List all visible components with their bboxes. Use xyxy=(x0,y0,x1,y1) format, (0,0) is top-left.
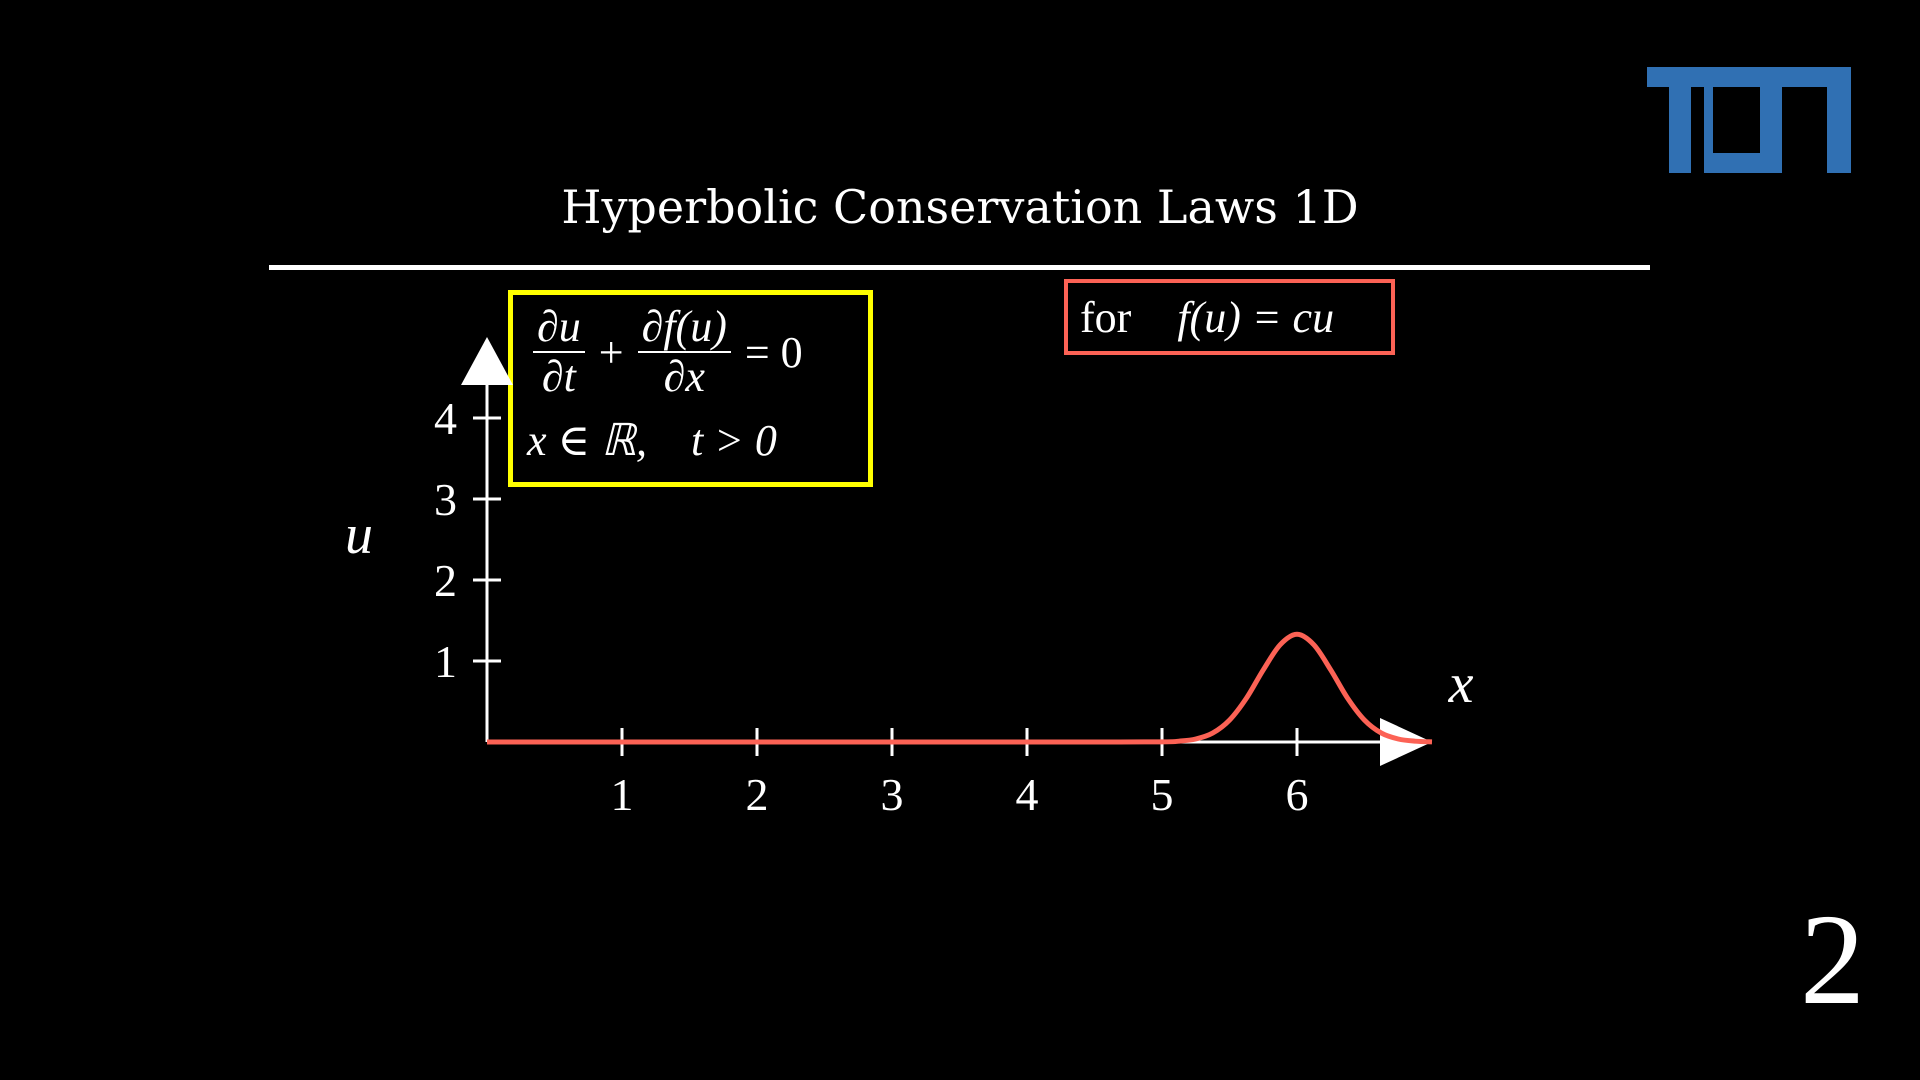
conservation-law-equation-box: ∂u ∂t + ∂f(u) ∂x = 0 x ∈ ℝ, t > 0 xyxy=(508,290,873,487)
solution-curve xyxy=(486,631,1433,745)
x-tick-label: 3 xyxy=(881,769,904,820)
flux-expression: f(u) = cu xyxy=(1177,292,1335,342)
y-tick-label: 3 xyxy=(434,474,457,525)
flux-derivative-fraction: ∂f(u) ∂x xyxy=(637,302,731,401)
for-label: for xyxy=(1080,292,1132,342)
page-number: 2 xyxy=(1800,888,1865,1032)
frac2-numerator: ∂f(u) xyxy=(641,302,727,351)
frac2-denominator: ∂x xyxy=(663,352,705,401)
y-tick-label: 4 xyxy=(434,393,457,444)
x-tick-label: 6 xyxy=(1286,769,1309,820)
frac1-numerator: ∂u xyxy=(537,302,581,351)
x-tick-label: 1 xyxy=(611,769,634,820)
slide-title: Hyperbolic Conservation Laws 1D xyxy=(561,180,1359,234)
x-tick-label: 2 xyxy=(746,769,769,820)
time-derivative-fraction: ∂u ∂t xyxy=(533,303,585,401)
plus-sign: + xyxy=(598,327,624,377)
equals-zero: = 0 xyxy=(744,327,803,377)
axes xyxy=(461,337,1432,766)
domain-t: t > 0 xyxy=(690,416,777,465)
x-tick-label: 4 xyxy=(1016,769,1039,820)
y-axis-label: u xyxy=(345,504,373,566)
y-tick-label: 1 xyxy=(434,636,457,687)
x-axis-label: x xyxy=(1448,653,1474,715)
flux-function-box: for f(u) = cu xyxy=(1064,279,1395,355)
domain-x: x ∈ ℝ, xyxy=(527,416,647,465)
y-tick-label: 2 xyxy=(434,555,457,606)
frac1-denominator: ∂t xyxy=(541,352,576,401)
tum-logo xyxy=(1647,67,1851,173)
ticks: 1 2 3 4 5 6 1 2 3 4 xyxy=(434,393,1309,820)
y-axis-arrow-icon xyxy=(461,337,513,385)
title-divider xyxy=(269,265,1650,270)
x-tick-label: 5 xyxy=(1151,769,1174,820)
